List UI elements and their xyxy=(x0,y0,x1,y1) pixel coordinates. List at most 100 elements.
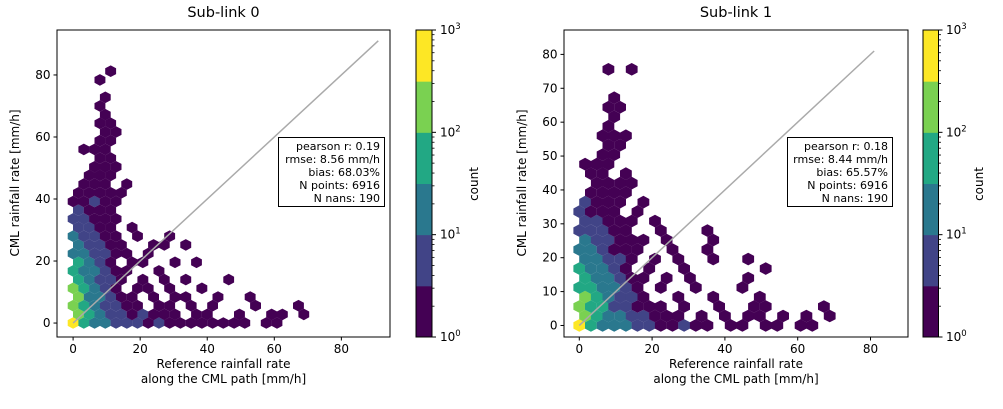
y-tick-label: 30 xyxy=(542,217,557,231)
subplot0-xlabel: Reference rainfall rate along the CML pa… xyxy=(57,357,390,386)
hexbin-cell xyxy=(164,282,176,295)
x-tick-label: 40 xyxy=(200,342,215,356)
hexbin-cell xyxy=(121,265,133,277)
hexbin-cell xyxy=(116,291,127,303)
hexbin-cell xyxy=(121,299,133,312)
hexbin-cell xyxy=(753,290,766,304)
hexbin-cell xyxy=(759,262,772,275)
hexbin-cell xyxy=(239,317,251,329)
hexbin-cell xyxy=(608,300,621,313)
hexbin-cell xyxy=(78,247,90,260)
hexbin-cell xyxy=(89,161,100,173)
x-tick-label: 20 xyxy=(644,342,659,356)
hexbin-cell xyxy=(608,262,621,275)
hexbin-cell xyxy=(794,319,807,332)
colorbar-band xyxy=(416,234,432,287)
hexbin-cell xyxy=(625,309,638,323)
hexbin-cell xyxy=(78,178,90,190)
hexbin-cell xyxy=(196,282,208,295)
hexbin-cell xyxy=(800,309,813,323)
hexbin-cell xyxy=(573,224,586,237)
colorbar-band xyxy=(923,234,939,287)
hexbin-cell xyxy=(602,233,615,247)
hexbin-cell xyxy=(684,271,696,285)
colorbar-tick-label: 102 xyxy=(440,124,461,139)
hexbin-cell xyxy=(83,169,95,182)
hexbin-cell xyxy=(191,256,202,269)
hexbin-cell xyxy=(742,271,755,285)
hexbin-cell xyxy=(608,243,621,256)
hexbin-cell xyxy=(132,299,143,312)
hexbin-cell xyxy=(608,224,621,237)
hexbin-cell xyxy=(126,291,138,303)
colorbar-band xyxy=(416,183,432,236)
x-tick-label: 60 xyxy=(790,342,805,356)
hexbin-cell xyxy=(707,290,720,304)
hexbin-cell xyxy=(590,157,603,171)
hexbin-cell xyxy=(590,176,603,190)
colorbar-band xyxy=(416,285,432,338)
hexbin-cell xyxy=(110,299,122,312)
hexbin-cell xyxy=(116,187,127,199)
hexbin-cell xyxy=(585,262,597,275)
hexbin-cell xyxy=(620,300,632,313)
y-tick-label: 40 xyxy=(542,183,557,197)
hexbin-cell xyxy=(660,233,673,247)
hexbin-cell xyxy=(573,205,586,218)
identity-line xyxy=(72,40,379,324)
hexbin-cell xyxy=(121,247,133,260)
hexbin-cell xyxy=(83,239,95,251)
hexbin-cell xyxy=(695,309,708,323)
x-tick-label: 0 xyxy=(575,342,583,356)
hexbin-cell xyxy=(590,195,603,209)
colorbar-outline xyxy=(415,29,433,338)
hexbin-cell xyxy=(99,91,111,104)
hexbin-cell xyxy=(169,308,181,321)
hexbin-cell xyxy=(759,300,772,313)
hexbin-cells-0 xyxy=(67,65,310,329)
hexbin-cell xyxy=(614,214,626,228)
hexbin-cell xyxy=(672,309,685,323)
hexbin-cell xyxy=(707,252,720,266)
hexbin-cell xyxy=(105,239,117,251)
hexbin-cell xyxy=(590,252,603,266)
y-tick-label: 20 xyxy=(542,251,557,265)
hexbin-cell xyxy=(660,271,673,285)
hexbin-cell xyxy=(99,317,111,329)
hexbin-cell xyxy=(116,308,127,321)
hexbin-cell xyxy=(271,317,283,329)
hexbin-cell xyxy=(94,308,106,321)
hexbin-cell xyxy=(217,317,229,329)
hexbin-cell xyxy=(110,195,122,208)
hexbin-cell xyxy=(110,247,122,260)
y-tick-label: 0 xyxy=(550,318,558,332)
hexbin-cell xyxy=(654,281,667,294)
hexbin-cell xyxy=(110,230,122,242)
hexbin-cell xyxy=(579,309,591,323)
hexbin-cell xyxy=(78,213,90,225)
hexbin-cell xyxy=(67,230,79,242)
hexbin-cell xyxy=(148,308,159,321)
colorbar-tick-label: 101 xyxy=(440,227,461,242)
subplot1-xlabel-line1: Reference rainfall rate xyxy=(669,357,803,371)
hexbin-cell xyxy=(73,204,84,216)
axes-spines xyxy=(56,29,391,338)
hexbin-cell xyxy=(73,308,84,321)
colorbar-band xyxy=(416,30,432,82)
subplot0-colorbar-label: count xyxy=(467,167,481,201)
hexbin-cell xyxy=(73,187,84,199)
hexbin-cell xyxy=(602,119,615,133)
hexbin-cell xyxy=(89,230,100,242)
hexbin-cell xyxy=(689,319,702,332)
hexbin-cell xyxy=(223,273,235,286)
hexbin-cell xyxy=(158,273,170,286)
hexbin-cell xyxy=(180,273,192,286)
colorbar-band xyxy=(416,132,432,184)
hexbin-cell xyxy=(608,148,621,161)
hexbin-cell xyxy=(748,300,760,313)
y-tick-label: 40 xyxy=(35,192,50,206)
hexbin-cell xyxy=(602,195,615,209)
hexbin-cell xyxy=(620,129,632,143)
colorbar-outline xyxy=(922,29,939,338)
hexbin-cell xyxy=(579,233,591,247)
